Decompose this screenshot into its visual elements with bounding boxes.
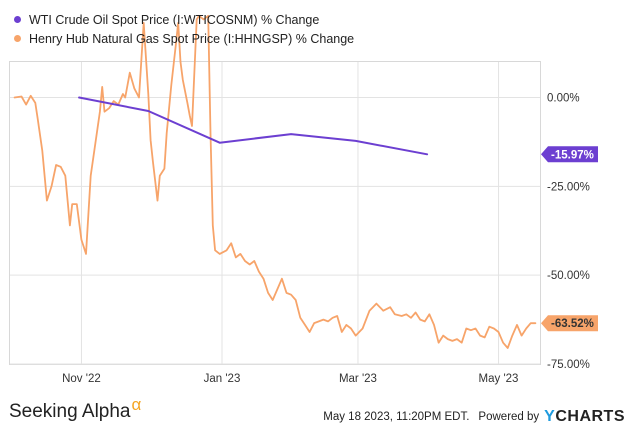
- brand-name: Seeking Alpha: [9, 401, 131, 422]
- x-tick-label: Nov '22: [62, 373, 101, 385]
- ycharts-logo: YCHARTS: [544, 408, 625, 425]
- x-tick-label: Mar '23: [339, 373, 377, 385]
- legend-label-wti: WTI Crude Oil Spot Price (I:WTICOSNM) % …: [29, 12, 320, 27]
- timestamp: May 18 2023, 11:20PM EDT.: [323, 411, 470, 423]
- seeking-alpha-logo: Seeking Alphaα: [9, 395, 141, 423]
- x-tick-label: May '23: [479, 373, 519, 385]
- legend-swatch-henry-hub: [14, 35, 21, 42]
- grid: [10, 62, 540, 365]
- legend: WTI Crude Oil Spot Price (I:WTICOSNM) % …: [14, 10, 354, 48]
- alpha-symbol: α: [131, 395, 142, 414]
- legend-label-henry-hub: Henry Hub Natural Gas Spot Price (I:HHNG…: [29, 31, 355, 46]
- end-label-badge: [541, 315, 598, 332]
- end-label-text: -15.97%: [551, 149, 594, 161]
- powered-by-text: Powered by: [478, 411, 540, 423]
- y-axis-tick-labels: 0.00% -25.00% -50.00% -75.00%: [547, 93, 590, 371]
- legend-swatch-wti: [14, 16, 21, 23]
- series-layer: [13, 14, 537, 349]
- end-label-0: -15.97%: [541, 146, 598, 163]
- end-label-1: -63.52%: [541, 315, 598, 332]
- end-label-text: -63.52%: [551, 318, 594, 330]
- y-tick-label: 0.00%: [547, 93, 580, 105]
- end-label-badge: [541, 146, 598, 163]
- y-tick-label: -75.00%: [547, 359, 590, 371]
- y-tick-label: -50.00%: [547, 270, 590, 282]
- series-line-1: [13, 14, 537, 349]
- legend-item-wti: WTI Crude Oil Spot Price (I:WTICOSNM) % …: [14, 10, 354, 29]
- y-tick-label: -25.00%: [547, 181, 590, 193]
- legend-item-henry-hub: Henry Hub Natural Gas Spot Price (I:HHNG…: [14, 29, 354, 48]
- x-axis-tick-labels: Nov '22 Jan '23 Mar '23 May '23: [62, 373, 518, 385]
- x-tick-label: Jan '23: [204, 373, 241, 385]
- series-line-0: [78, 96, 429, 156]
- footer-meta: May 18 2023, 11:20PM EDT. Powered by YCH…: [323, 408, 625, 426]
- end-labels: -63.52% -15.97%: [541, 146, 598, 332]
